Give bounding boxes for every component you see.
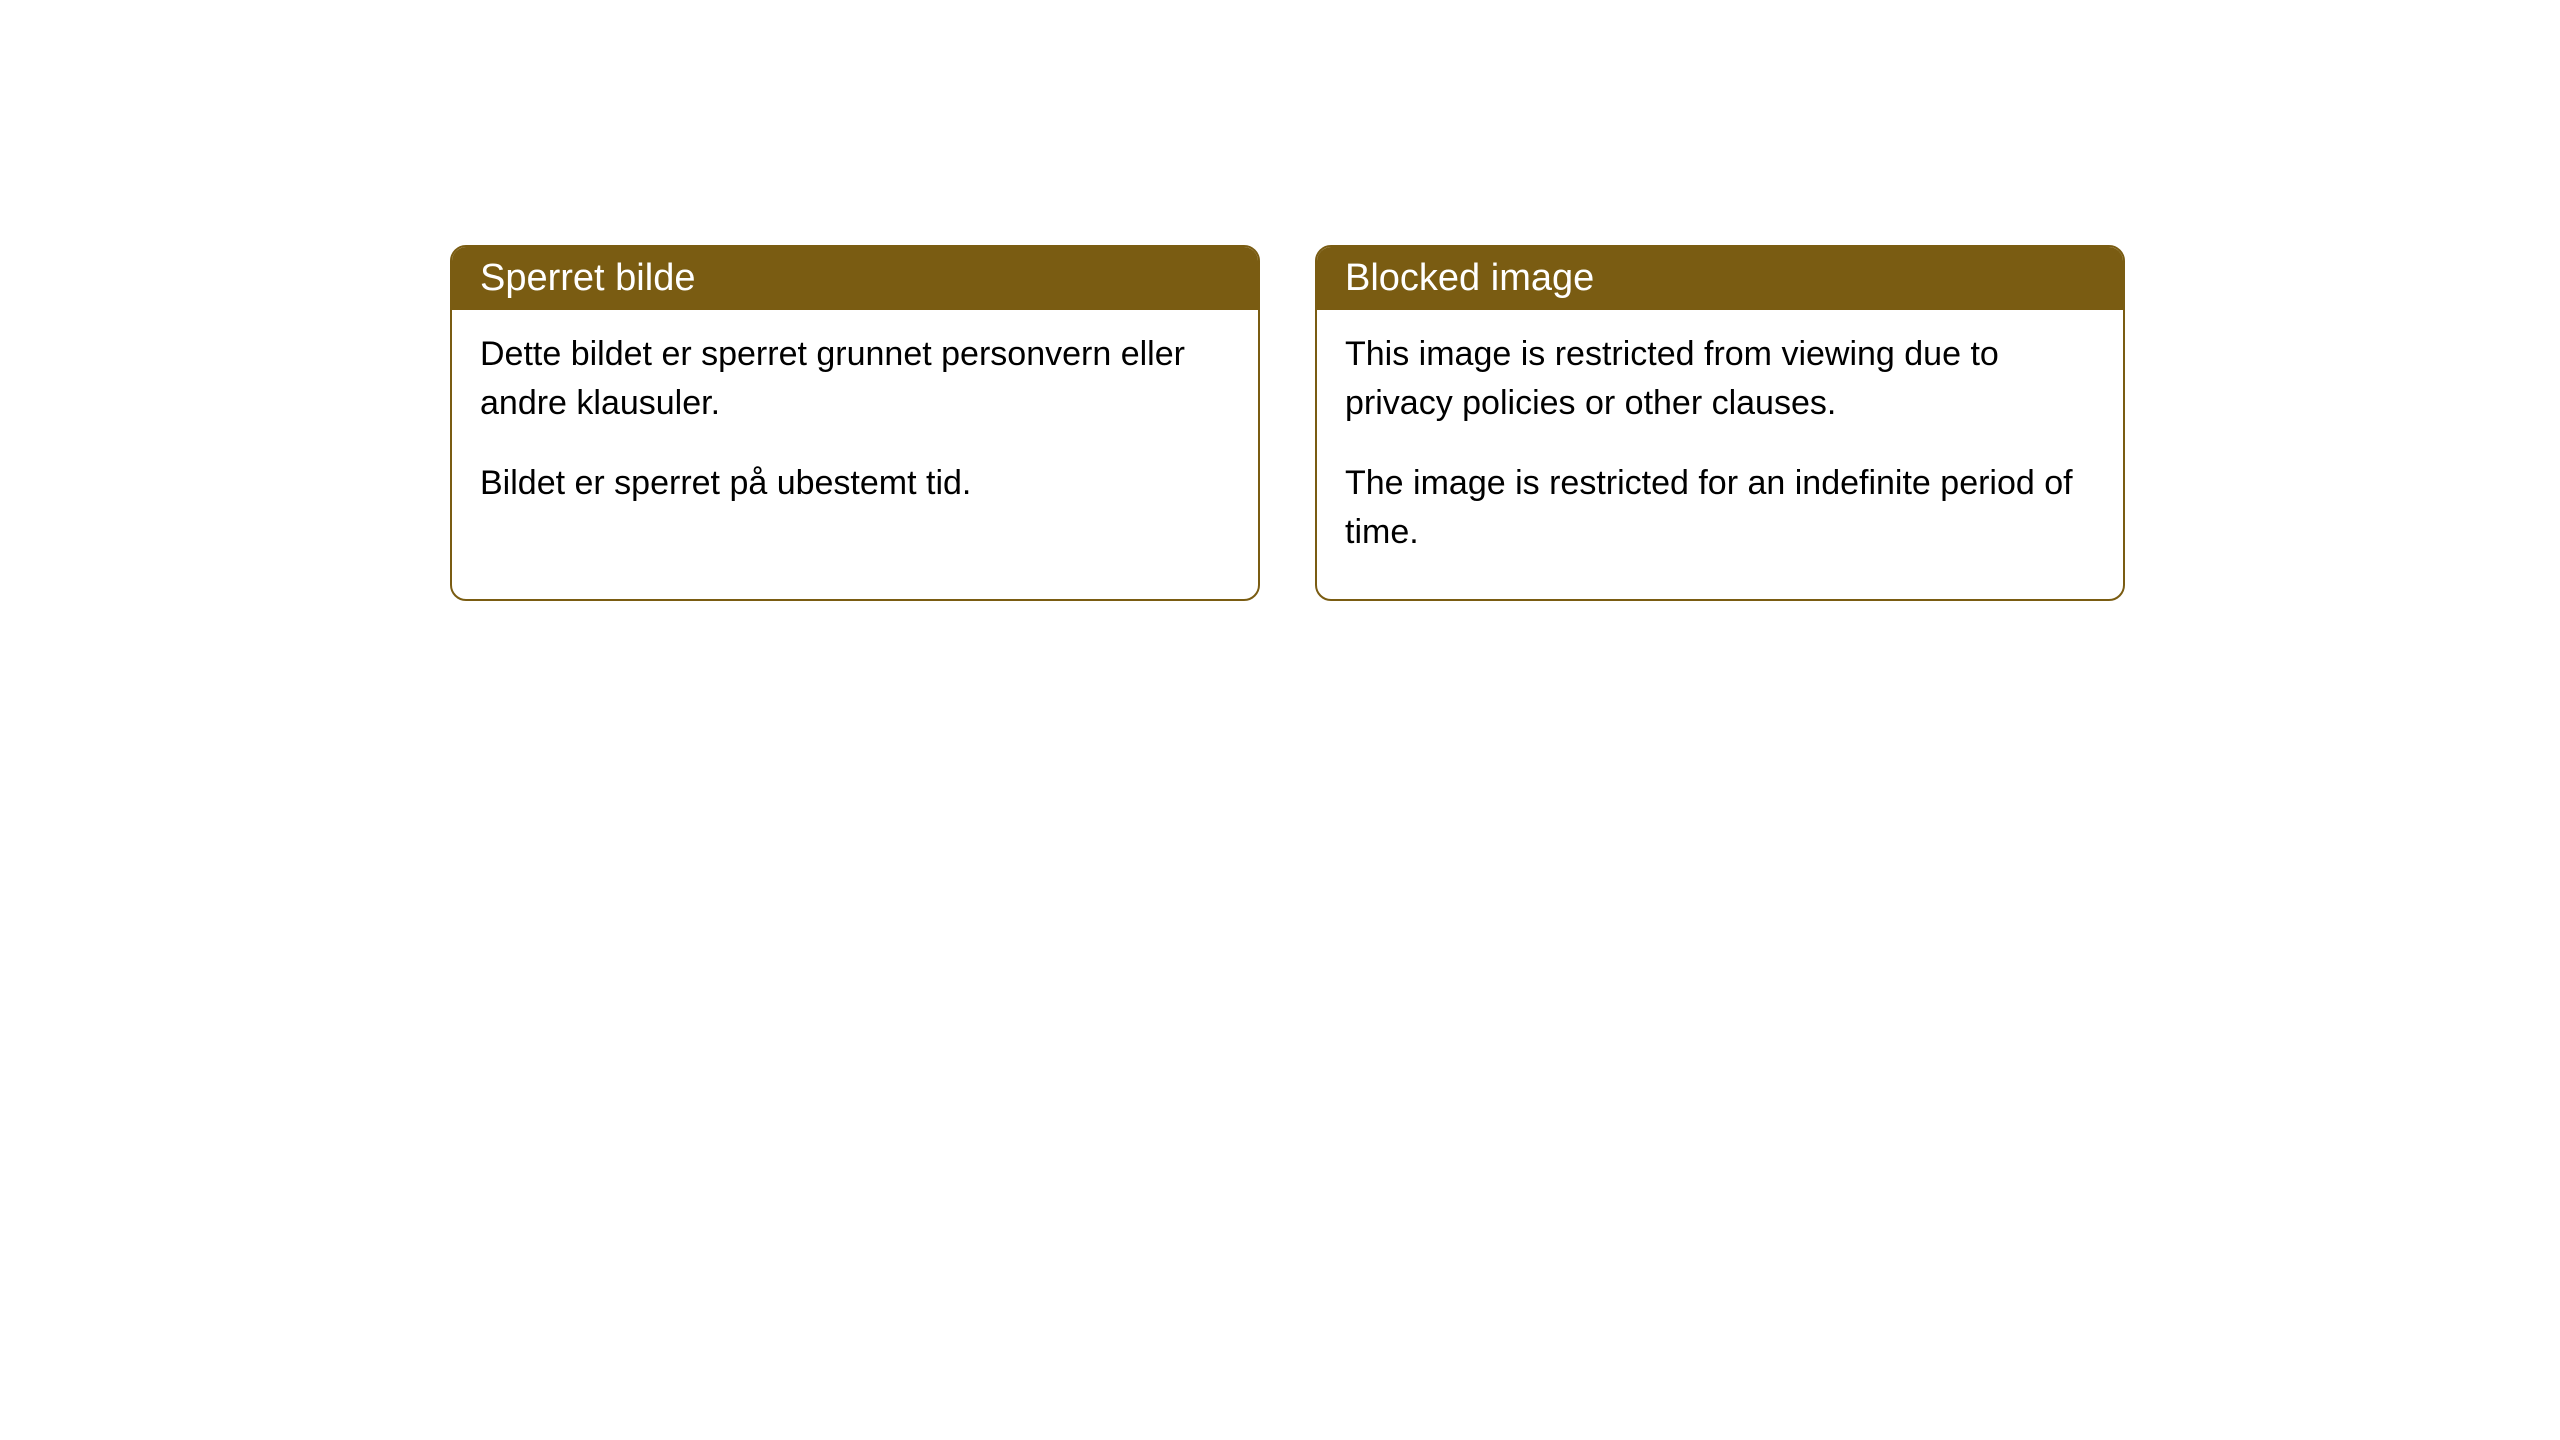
- card-body: This image is restricted from viewing du…: [1317, 310, 2123, 599]
- card-paragraph: Dette bildet er sperret grunnet personve…: [480, 330, 1230, 429]
- card-body: Dette bildet er sperret grunnet personve…: [452, 310, 1258, 550]
- card-paragraph: The image is restricted for an indefinit…: [1345, 459, 2095, 558]
- notice-cards-container: Sperret bilde Dette bildet er sperret gr…: [450, 245, 2125, 601]
- card-paragraph: This image is restricted from viewing du…: [1345, 330, 2095, 429]
- blocked-image-card-english: Blocked image This image is restricted f…: [1315, 245, 2125, 601]
- card-header: Sperret bilde: [452, 247, 1258, 310]
- card-header: Blocked image: [1317, 247, 2123, 310]
- card-paragraph: Bildet er sperret på ubestemt tid.: [480, 459, 1230, 508]
- blocked-image-card-norwegian: Sperret bilde Dette bildet er sperret gr…: [450, 245, 1260, 601]
